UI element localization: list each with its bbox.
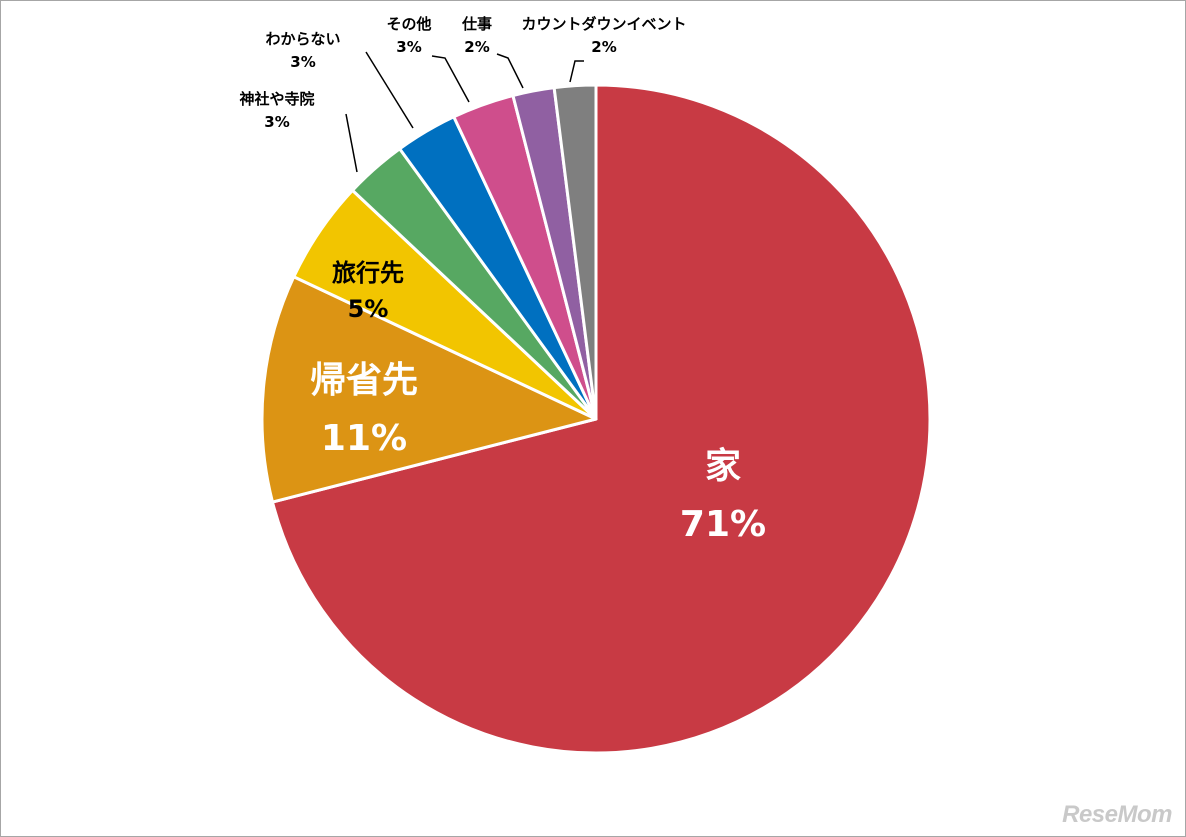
- resemom-logo: ReseMom: [1062, 801, 1172, 828]
- slice-value-3: 5%: [348, 295, 389, 323]
- slice-value-8: 2%: [591, 38, 616, 56]
- leader-line-7: [496, 53, 524, 89]
- pie-slice-8: [552, 83, 598, 421]
- slice-value-2: 11%: [321, 418, 407, 459]
- slice-label-4: 神社や寺院: [239, 90, 314, 108]
- slice-label-7: 仕事: [461, 15, 492, 33]
- leader-line-6: [431, 55, 470, 103]
- leader-line-5: [365, 51, 414, 129]
- slice-value-5: 3%: [290, 53, 315, 71]
- leader-line-4: [345, 113, 358, 173]
- slice-value-7: 2%: [464, 38, 489, 56]
- pie-slice-1: [270, 83, 932, 755]
- slice-label-2: 帰省先: [310, 360, 418, 401]
- slice-label-5: わからない: [265, 30, 340, 48]
- slice-label-6: その他: [386, 15, 431, 33]
- slice-label-1: 家: [705, 446, 741, 487]
- slice-label-8: カウントダウンイベント: [521, 15, 686, 33]
- slice-value-4: 3%: [264, 113, 289, 131]
- leader-line-8: [569, 60, 584, 83]
- slice-label-3: 旅行先: [332, 259, 404, 287]
- pie-slice-2: [260, 275, 598, 504]
- slice-value-1: 71%: [680, 504, 766, 545]
- slice-value-6: 3%: [396, 38, 421, 56]
